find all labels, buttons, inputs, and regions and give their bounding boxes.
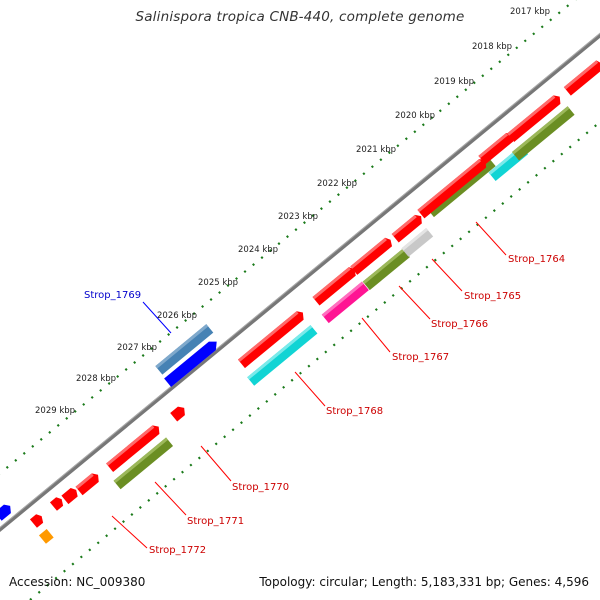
tick-label: 2018 kbp bbox=[472, 42, 512, 52]
cds-feature bbox=[247, 325, 318, 386]
gene-label-strop-1765: Strop_1765 bbox=[464, 291, 521, 302]
map-title: Salinispora tropica CNB-440, complete ge… bbox=[135, 9, 465, 25]
cds-feature bbox=[321, 281, 369, 324]
tick-label: 2024 kbp bbox=[238, 245, 278, 255]
gene-strop-1764: Strop_1764 bbox=[417, 60, 600, 265]
gene-label-strop-1768: Strop_1768 bbox=[326, 406, 383, 417]
cds-feature bbox=[155, 324, 214, 375]
gene-strop-1770: Strop_1770 bbox=[106, 425, 289, 493]
gene-strop-1767: Strop_1767 bbox=[321, 281, 449, 363]
gene-arrow bbox=[237, 311, 304, 369]
tick-label: 2020 kbp bbox=[395, 111, 435, 121]
gene-strop-1765: Strop_1765 bbox=[391, 214, 521, 302]
gene-arrow bbox=[0, 504, 11, 521]
gene-label-strop-1769: Strop_1769 bbox=[84, 290, 141, 301]
ruler-tick-labels: 2017 kbp 2018 kbp 2019 kbp 2020 kbp 2021… bbox=[35, 7, 550, 416]
accession-text: Accession: NC_009380 bbox=[9, 575, 146, 589]
gene-arrow bbox=[106, 425, 160, 472]
gene-arrow bbox=[391, 214, 422, 243]
tick-label: 2029 kbp bbox=[35, 406, 75, 416]
gene-arrow bbox=[49, 497, 64, 511]
tick-label: 2028 kbp bbox=[76, 374, 116, 384]
gene-arrow bbox=[507, 95, 561, 142]
genome-stats-text: Topology: circular; Length: 5,183,331 bp… bbox=[259, 575, 589, 589]
cds-feature bbox=[38, 528, 54, 544]
gene-label-strop-1772: Strop_1772 bbox=[149, 545, 206, 556]
tick-label: 2026 kbp bbox=[157, 311, 197, 321]
gene-label-strop-1767: Strop_1767 bbox=[392, 352, 449, 363]
genome-backbone-highlight bbox=[0, 32, 600, 529]
tick-label: 2025 kbp bbox=[198, 278, 238, 288]
tick-label: 2021 kbp bbox=[356, 145, 396, 155]
gene-arrow bbox=[563, 60, 600, 96]
genome-backbone bbox=[0, 32, 600, 533]
gene-label-strop-1764: Strop_1764 bbox=[508, 254, 565, 265]
gene-arrow bbox=[350, 237, 393, 275]
tick-label: 2019 kbp bbox=[434, 77, 474, 87]
inner-ruler-line bbox=[29, 121, 600, 600]
gene-label-strop-1770: Strop_1770 bbox=[232, 482, 289, 493]
cds-feature bbox=[512, 106, 575, 161]
gene-forward-upper bbox=[312, 237, 393, 306]
gene-strop-1771: Strop_1771 bbox=[49, 473, 244, 527]
gene-label-strop-1771: Strop_1771 bbox=[187, 516, 244, 527]
gene-strop-1769: Strop_1769 bbox=[84, 290, 217, 387]
cds-feature bbox=[113, 437, 174, 490]
gene-arrow bbox=[312, 267, 356, 306]
tick-label: 2022 kbp bbox=[317, 179, 357, 189]
tick-label: 2017 kbp bbox=[510, 7, 550, 17]
tick-label: 2027 kbp bbox=[117, 343, 157, 353]
gene-arrow bbox=[478, 132, 514, 165]
gene-arrow bbox=[75, 473, 99, 496]
tick-label: 2023 kbp bbox=[278, 212, 318, 222]
gene-reverse-edge bbox=[0, 504, 11, 521]
gene-arrow bbox=[170, 406, 185, 422]
gene-arrow bbox=[164, 341, 217, 387]
outer-ruler-line bbox=[0, 0, 577, 475]
cds-feature bbox=[401, 227, 434, 257]
gene-label-strop-1766: Strop_1766 bbox=[431, 319, 488, 330]
cds-feature bbox=[362, 248, 410, 291]
gene-arrow bbox=[61, 487, 78, 505]
gene-arrow bbox=[417, 158, 487, 219]
gene-strop-1772: Strop_1772 bbox=[29, 514, 206, 556]
gene-strop-1768: Strop_1768 bbox=[237, 311, 383, 417]
gene-arrow bbox=[29, 514, 44, 528]
gene-strop-1766: Strop_1766 bbox=[362, 248, 488, 330]
gene-forward-small bbox=[170, 406, 185, 422]
